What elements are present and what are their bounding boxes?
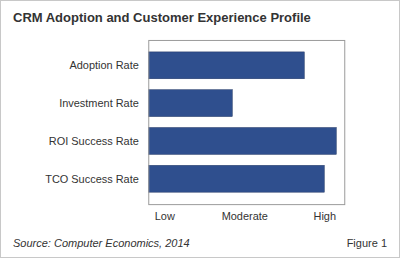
html-text:Figure 1: Figure 1 (346, 237, 387, 249)
svg-text:High: High (314, 210, 337, 222)
svg-text:Adoption Rate: Adoption Rate (69, 59, 138, 71)
svg-text:TCO Success Rate: TCO Success Rate (45, 173, 139, 185)
svg-text:ROI Success Rate: ROI Success Rate (49, 135, 139, 147)
svg-text:Moderate: Moderate (222, 210, 268, 222)
svg-text:Low: Low (155, 210, 175, 222)
html-text:CRM Adoption and Customer Expe: CRM Adoption and Customer Experience Pro… (13, 10, 311, 25)
html-text:Source: Computer Economics, 20: Source: Computer Economics, 2014 (13, 237, 190, 249)
svg-text:Investment Rate: Investment Rate (59, 97, 139, 109)
